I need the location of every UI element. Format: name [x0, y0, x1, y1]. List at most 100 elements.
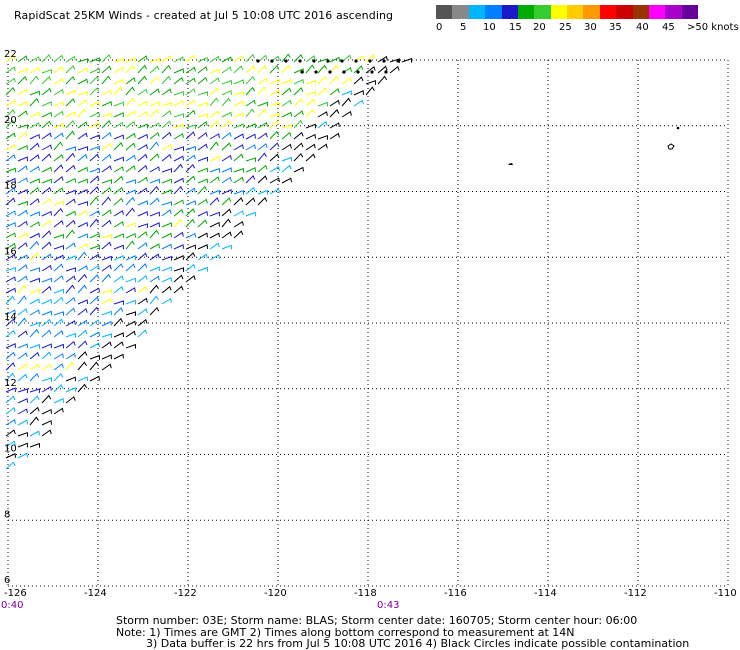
wind-barb: [162, 169, 172, 173]
wind-barb: [102, 155, 111, 161]
wind-barb: [42, 179, 52, 183]
wind-barb: [18, 344, 28, 348]
wind-barb: [294, 133, 303, 139]
wind-barb: [330, 110, 339, 117]
wind-barb: [42, 365, 51, 371]
wind-barb: [258, 144, 267, 150]
wind-barb: [42, 320, 51, 326]
wind-barb: [6, 430, 15, 436]
wind-barb: [162, 257, 172, 261]
wind-barb: [318, 103, 328, 107]
wind-barb: [18, 89, 27, 95]
wind-barb: [150, 267, 160, 271]
wind-barb: [306, 92, 316, 96]
wind-barb: [102, 90, 111, 95]
wind-barb: [114, 245, 124, 249]
wind-barb: [66, 334, 76, 338]
wind-barb: [174, 165, 183, 173]
wind-barb: [102, 257, 112, 261]
wind-barb: [162, 278, 172, 282]
contamination-circle: [256, 59, 259, 62]
wind-barb: [102, 188, 111, 194]
wind-barb: [102, 76, 111, 84]
wind-barb: [42, 113, 52, 117]
wind-barb: [126, 278, 136, 282]
wind-barb: [138, 188, 147, 194]
wind-barb: [126, 166, 135, 172]
wind-barb: [78, 133, 87, 139]
wind-barb: [42, 121, 51, 128]
wind-barb: [66, 77, 75, 84]
wind-barb: [66, 199, 75, 205]
wind-barb: [186, 201, 196, 205]
wind-barb: [222, 81, 232, 85]
wind-barb: [30, 76, 39, 84]
wind-barb: [114, 264, 123, 271]
wind-barb: [30, 57, 39, 62]
wind-barb: [162, 77, 171, 85]
wind-barb: [186, 265, 195, 271]
wind-barb: [186, 253, 195, 260]
wind-barb: [90, 234, 100, 238]
wind-barb: [198, 133, 207, 139]
wind-barb: [102, 113, 112, 117]
wind-barb: [318, 88, 327, 95]
wind-barb: [18, 166, 27, 172]
wind-barb: [90, 187, 99, 194]
wind-barb: [42, 102, 52, 106]
wind-barb: [66, 91, 76, 96]
wind-barb: [42, 212, 52, 216]
wind-barb: [114, 276, 123, 282]
wind-barb: [54, 298, 63, 304]
wind-barb: [66, 99, 75, 106]
wind-barb: [258, 66, 267, 73]
wind-barb: [162, 56, 171, 62]
wind-barb: [66, 131, 75, 139]
wind-barb: [18, 56, 27, 62]
wind-barb: [78, 266, 87, 271]
wind-barb: [30, 135, 40, 139]
wind-barb: [246, 158, 256, 162]
wind-barb: [150, 167, 159, 172]
wind-barb: [150, 66, 159, 73]
wind-barb: [186, 176, 195, 183]
wind-barb: [30, 431, 40, 436]
wind-barb: [90, 254, 99, 260]
lon-label: -118: [354, 588, 377, 599]
wind-barb: [42, 300, 52, 304]
wind-barb: [126, 264, 135, 271]
wind-barb: [342, 91, 352, 95]
wind-barb: [282, 145, 291, 151]
wind-barb: [210, 191, 220, 195]
wind-barb: [330, 134, 339, 139]
wind-barb: [174, 210, 183, 216]
wind-barb: [54, 67, 63, 73]
wind-barb: [162, 89, 171, 95]
wind-barb: [114, 287, 123, 293]
wind-barb: [210, 243, 219, 249]
wind-barb: [222, 57, 232, 62]
wind-barb: [282, 66, 291, 74]
contamination-circle: [270, 59, 273, 62]
wind-barb: [174, 256, 184, 260]
wind-barb: [222, 178, 231, 184]
wind-barb: [18, 296, 26, 304]
wind-barb: [186, 245, 196, 249]
wind-barb: [126, 321, 136, 326]
wind-barb: [6, 408, 15, 414]
wind-barb: [30, 234, 40, 239]
wind-barb: [138, 212, 148, 216]
wind-barb: [54, 312, 64, 316]
wind-barb: [42, 344, 52, 348]
wind-barb: [18, 331, 27, 337]
wind-barb: [162, 133, 171, 139]
wind-barb: [126, 345, 136, 349]
wind-barb: [162, 103, 172, 107]
wind-barb: [150, 102, 160, 106]
wind-barb: [222, 198, 231, 205]
lon-label: -122: [174, 588, 197, 599]
wind-barb: [54, 188, 63, 194]
wind-barb: [102, 243, 111, 250]
wind-barb: [246, 168, 256, 172]
lat-label: 14: [4, 312, 17, 323]
